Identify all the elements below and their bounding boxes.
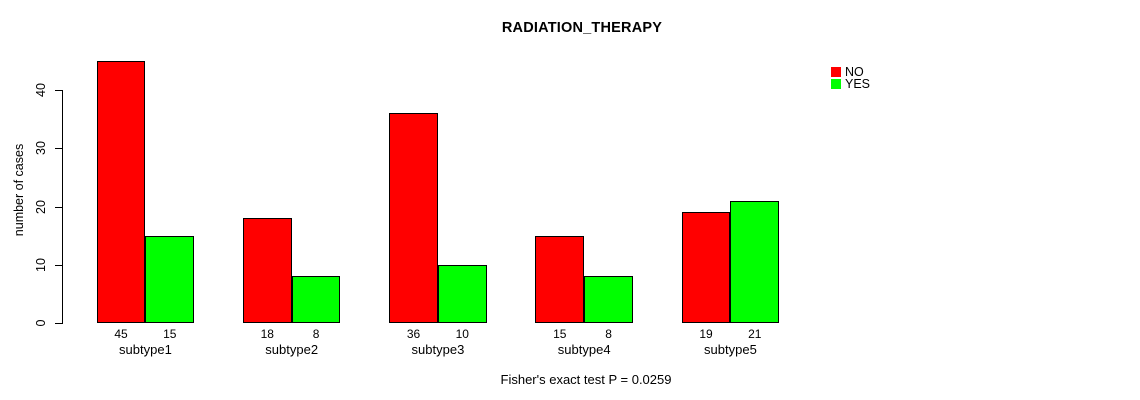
category-label-subtype4: subtype4 bbox=[557, 342, 611, 357]
y-axis-label: number of cases bbox=[12, 143, 26, 237]
bar-subtype5-no bbox=[681, 212, 731, 323]
bar-subtype1-no bbox=[96, 60, 146, 323]
y-tick-mark bbox=[55, 206, 62, 208]
bar-value-label: 19 bbox=[699, 327, 713, 341]
bar-value-label: 8 bbox=[605, 327, 612, 341]
category-label-subtype2: subtype2 bbox=[265, 342, 319, 357]
bar-subtype3-no bbox=[389, 113, 438, 323]
bar-value-label: 21 bbox=[748, 327, 762, 341]
bar-subtype1-yes bbox=[145, 235, 195, 323]
legend-swatch-yes bbox=[831, 79, 841, 89]
bar-subtype2-yes bbox=[291, 276, 341, 323]
bar-subtype5-yes bbox=[730, 200, 780, 323]
bar-subtype4-yes bbox=[584, 276, 633, 323]
legend-item-no: NO bbox=[831, 66, 870, 78]
y-tick-label: 10 bbox=[34, 257, 48, 272]
y-axis-line bbox=[62, 90, 63, 324]
legend-label: YES bbox=[845, 77, 871, 91]
category-label-subtype1: subtype1 bbox=[119, 342, 172, 357]
y-tick-label: 0 bbox=[34, 319, 48, 327]
bar-subtype2-no bbox=[242, 218, 292, 323]
bar-subtype3-yes bbox=[437, 264, 487, 323]
y-tick-label: 30 bbox=[34, 141, 48, 156]
chart-title: RADIATION_THERAPY bbox=[501, 20, 663, 36]
bar-value-label: 15 bbox=[163, 327, 177, 341]
category-label-subtype3: subtype3 bbox=[411, 342, 465, 357]
bar-value-label: 10 bbox=[455, 327, 469, 341]
legend-item-yes: YES bbox=[831, 78, 870, 90]
y-tick-label: 40 bbox=[34, 83, 48, 97]
legend: NO YES bbox=[831, 66, 870, 90]
category-label-subtype5: subtype5 bbox=[704, 342, 757, 357]
bar-value-label: 8 bbox=[312, 327, 320, 341]
bar-value-label: 15 bbox=[553, 327, 567, 341]
y-tick-mark bbox=[55, 264, 62, 266]
bar-value-label: 18 bbox=[260, 327, 274, 341]
y-tick-mark bbox=[55, 148, 62, 150]
bar-value-label: 45 bbox=[114, 327, 128, 341]
bar-value-label: 36 bbox=[406, 327, 421, 341]
legend-swatch-no bbox=[831, 67, 841, 77]
y-tick-mark bbox=[55, 90, 62, 91]
bar-subtype4-no bbox=[535, 235, 585, 323]
legend-label: NO bbox=[845, 65, 864, 79]
fisher-test-annotation: Fisher's exact test P = 0.0259 bbox=[500, 372, 672, 387]
y-tick-label: 20 bbox=[34, 199, 48, 214]
y-tick-mark bbox=[55, 323, 62, 324]
